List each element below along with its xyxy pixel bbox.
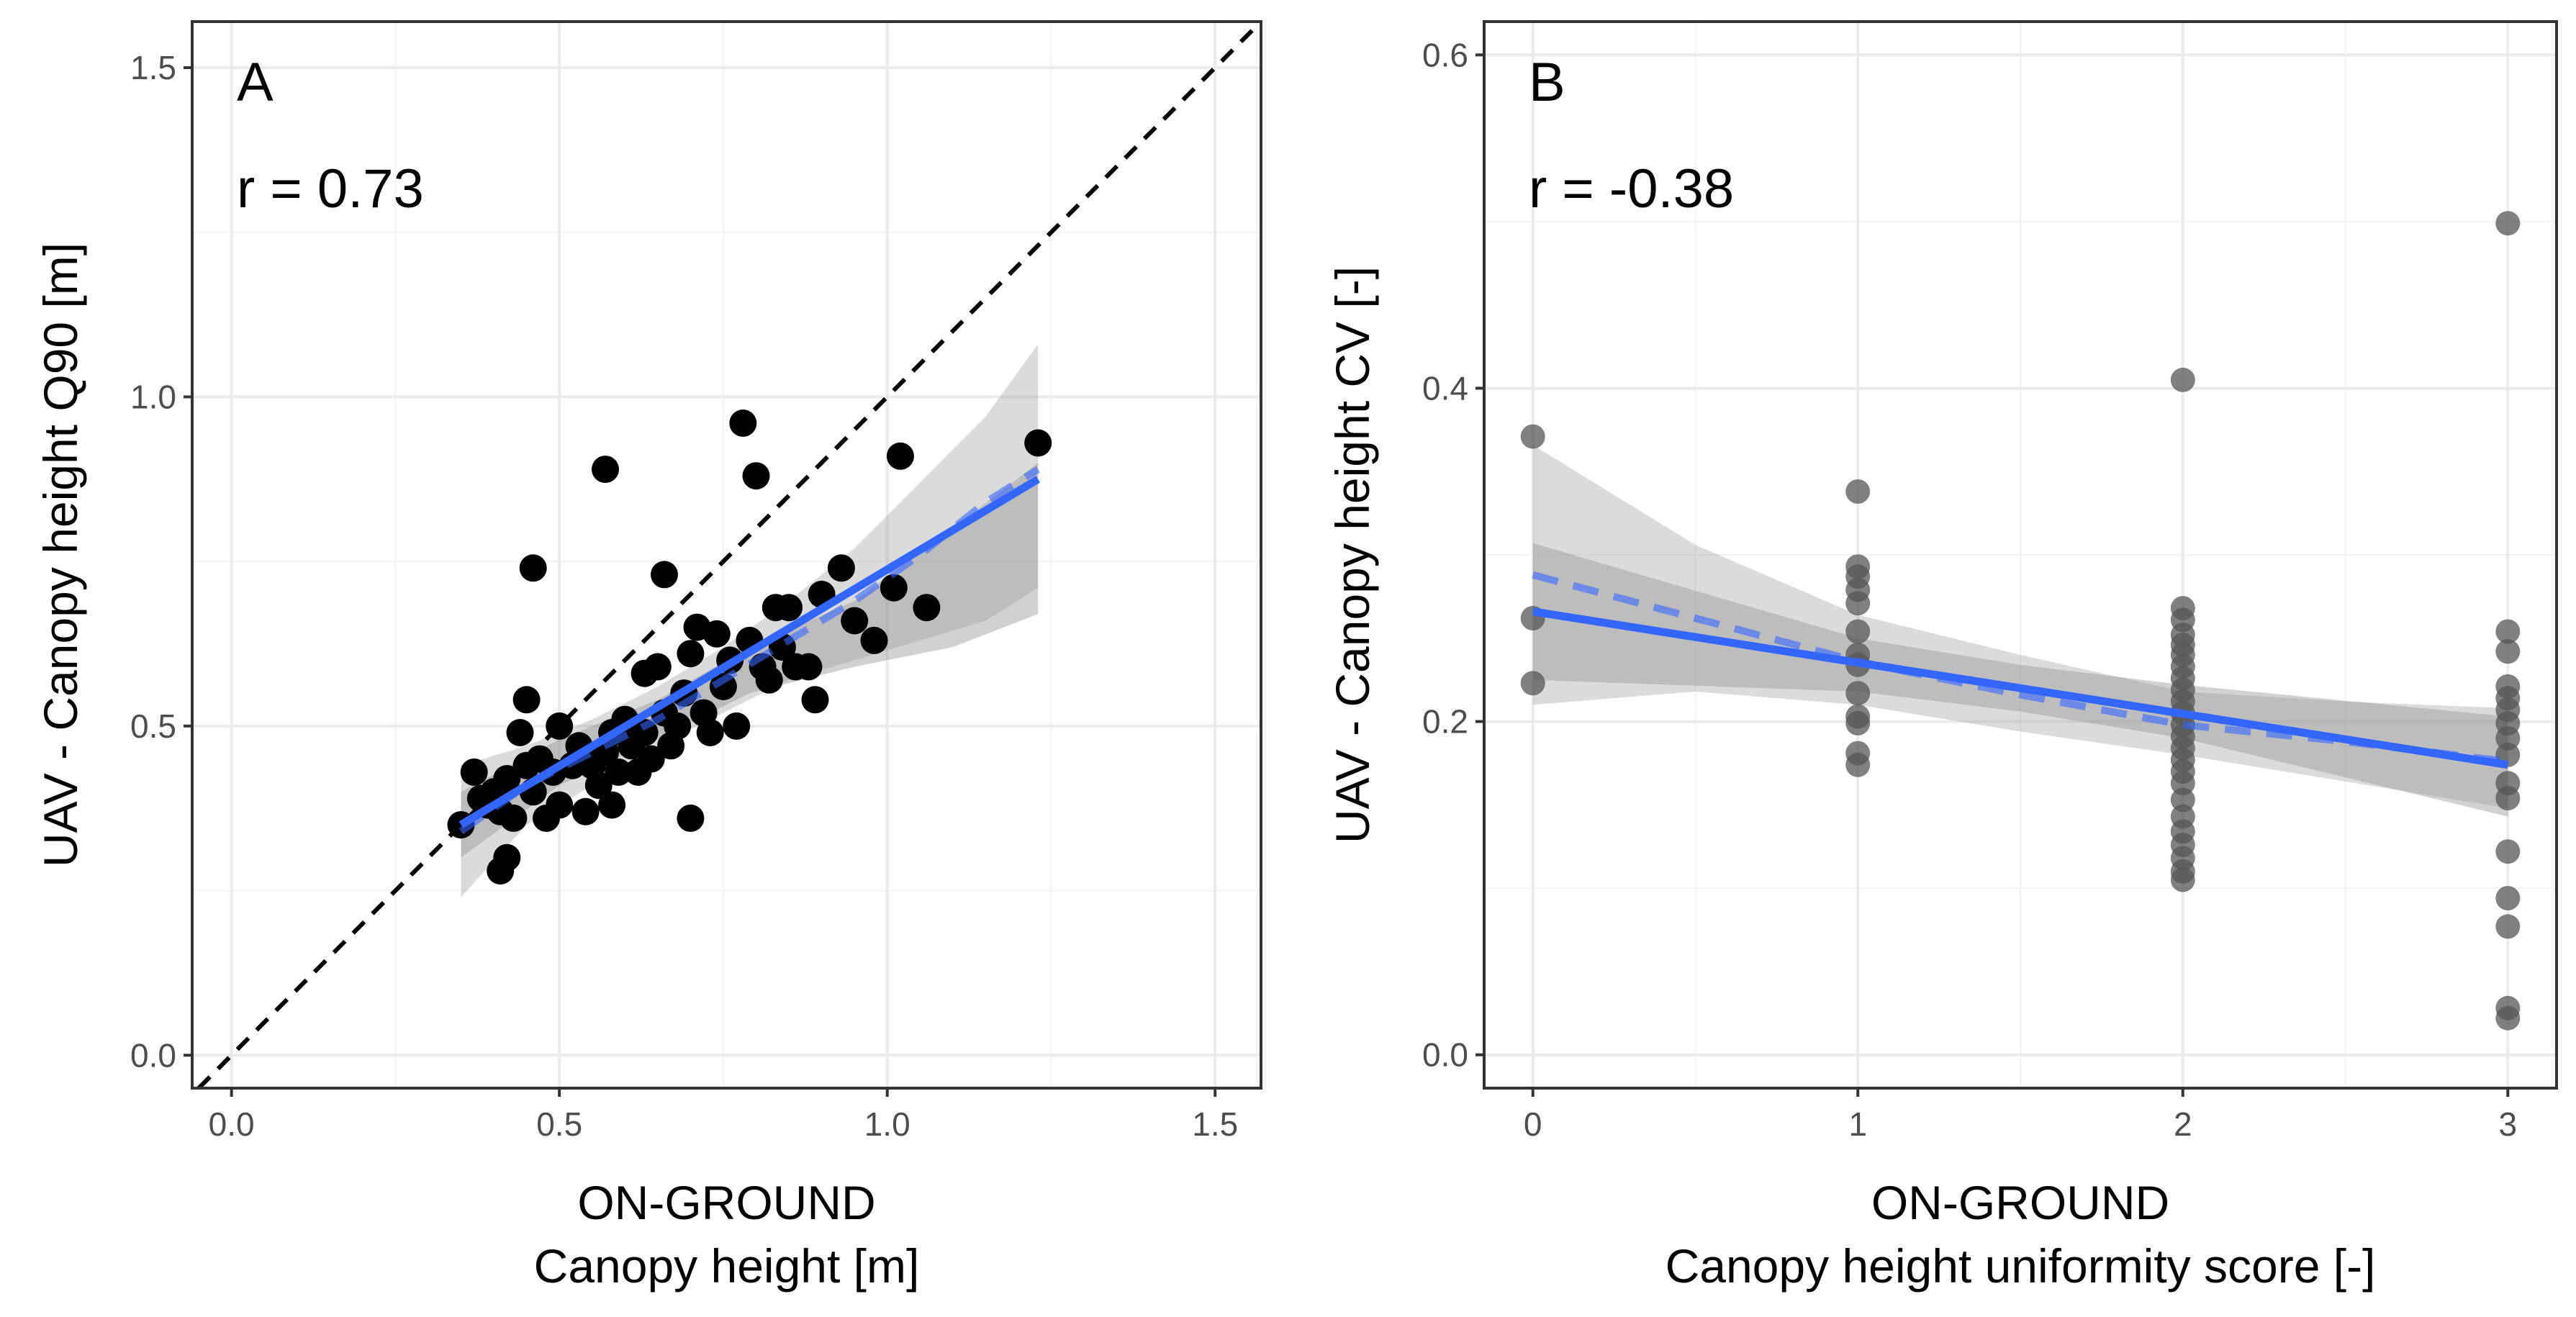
panel-b-y-tick-label: 0.2 <box>1422 703 1468 741</box>
panel-b-x-tick-label: 3 <box>2498 1105 2517 1143</box>
panel-a-data-point <box>571 797 600 825</box>
panel-b-data-point <box>1845 681 1871 706</box>
panel-a-data-point <box>1024 429 1052 457</box>
panel-a-data-point <box>795 653 823 681</box>
panel-b-data-point <box>2495 839 2521 864</box>
panel-b-data-point <box>2495 639 2521 664</box>
panel-a-data-point <box>742 462 770 490</box>
panel-a-x-axis-title-line2: Canopy height [m] <box>534 1239 920 1293</box>
panel-b-data-point <box>1845 619 1871 644</box>
panel-b-loess-line <box>1532 571 2508 766</box>
panel-b-ticks: 0 1 2 3 0.0 0.2 0.4 0.6 <box>1422 36 2517 1143</box>
panel-b-regression-line <box>1532 607 2509 769</box>
panel-a-ticks: 0.0 0.5 1.0 1.5 0.0 0.5 1.0 1.5 <box>130 49 1238 1143</box>
panel-a-data-point <box>664 712 692 740</box>
panel-a-data-point <box>841 607 869 635</box>
panel-a-x-axis-title-line1: ON-GROUND <box>577 1176 875 1229</box>
panel-a-data-point <box>584 771 613 800</box>
panel-b-data-point <box>2495 211 2521 236</box>
panel-a-data-point <box>729 409 757 437</box>
panel-a-y-tick-label: 1.0 <box>130 378 176 415</box>
panel-a-data-point <box>643 653 672 681</box>
panel-a-y-tick-label: 1.5 <box>130 49 176 86</box>
panel-a-regression-line <box>458 476 1041 828</box>
panel-b-label: B <box>1529 52 1565 113</box>
panel-a-identity-line <box>196 19 1263 1090</box>
panel-b-y-tick-label: 0.0 <box>1422 1036 1468 1074</box>
panel-a-data-point <box>592 456 619 484</box>
panel-b-points <box>1520 211 2521 1031</box>
panel-a-y-tick-label: 0.0 <box>130 1036 176 1074</box>
panel-b-y-tick-label: 0.4 <box>1422 369 1468 407</box>
panel-b-ribbons <box>1532 445 2508 817</box>
panel-b-data-point <box>1845 752 1871 777</box>
panel-a-plot-background <box>192 22 1261 1088</box>
panel-b-data-point <box>1845 710 1871 736</box>
panel-b-data-point <box>2495 1005 2521 1031</box>
panel-b-x-tick-label: 0 <box>1524 1105 1542 1143</box>
panel-a-loess-line <box>458 466 1040 835</box>
panel-b-x-axis-title-line1: ON-GROUND <box>1871 1176 2169 1229</box>
panel-a-grid <box>192 22 1261 1088</box>
panel-a-x-tick-label: 0.0 <box>209 1105 255 1143</box>
panel-a-x-tick-label: 0.5 <box>536 1105 582 1143</box>
panel-b-loess-confidence-band <box>1532 445 2508 808</box>
panel-a-data-point <box>860 626 888 654</box>
panel-b-data-point <box>2495 786 2521 811</box>
panel-a-label: A <box>237 52 274 113</box>
panel-a-correlation: r = 0.73 <box>237 158 424 220</box>
panel-b-data-point <box>2170 367 2195 392</box>
panel-b-data-point <box>2495 886 2521 910</box>
panel-a-data-point <box>755 666 783 694</box>
panel-a-data-point <box>801 686 829 714</box>
panel-a-data-point <box>546 791 574 819</box>
panel-b-frame <box>1483 20 2558 1090</box>
panel-b-data-point <box>2170 867 2195 892</box>
panel-a-lines <box>196 19 1263 1090</box>
panel-a-data-point <box>637 745 665 773</box>
panel-b-lm-confidence-band <box>1532 543 2508 817</box>
panel-a-data-point <box>500 804 528 832</box>
panel-a-data-point <box>677 640 705 668</box>
panel-a-data-point <box>827 554 855 582</box>
panel-a-data-point <box>723 712 751 740</box>
panel-a-data-point <box>651 561 678 589</box>
panel-b-x-tick-label: 2 <box>2174 1105 2192 1143</box>
panel-b-data-point <box>2495 914 2521 939</box>
panel-a-frame <box>191 20 1262 1090</box>
panel-b-y-tick-label: 0.6 <box>1422 36 1468 73</box>
panel-b: 0 1 2 3 0.0 0.2 0.4 0.6 B r = -0.38 ON-GROUND C… <box>1326 20 2558 1293</box>
panel-a-data-point <box>598 791 626 819</box>
panel-a-data-point <box>886 442 914 470</box>
panel-b-lines <box>1532 571 2509 769</box>
panel-a-data-point <box>512 686 541 714</box>
panel-a-data-point <box>506 719 534 746</box>
panel-b-data-point <box>1520 671 1545 696</box>
panel-b-data-point <box>1845 479 1871 504</box>
panel-b-data-point <box>2495 619 2521 644</box>
panel-a-data-point <box>460 758 488 786</box>
panel-b-data-point <box>1520 424 1545 449</box>
panel-a-data-point <box>913 594 941 622</box>
panel-a-x-tick-label: 1.5 <box>1192 1105 1238 1143</box>
panel-b-data-point <box>1845 591 1871 616</box>
panel-a-data-point <box>493 843 521 872</box>
panel-a-x-tick-label: 1.0 <box>864 1105 910 1143</box>
panel-b-correlation: r = -0.38 <box>1529 158 1734 220</box>
panel-a-data-point <box>775 594 803 622</box>
panel-b-x-tick-label: 1 <box>1848 1105 1867 1143</box>
panel-a-data-point <box>677 804 705 832</box>
panel-a-data-point <box>702 620 731 648</box>
panel-a-data-point <box>880 574 908 602</box>
panel-a-data-point <box>519 554 547 582</box>
panel-a-data-point <box>605 758 633 786</box>
panel-a: 0.0 0.5 1.0 1.5 0.0 0.5 1.0 1.5 A r = 0.73 ON-G… <box>34 19 1263 1293</box>
panel-a-y-axis-title: UAV - Canopy height Q90 [m] <box>34 243 87 867</box>
panel-a-y-tick-label: 0.5 <box>130 707 176 745</box>
panel-b-y-axis-title: UAV - Canopy height CV [-] <box>1326 266 1379 843</box>
panel-b-x-axis-title-line2: Canopy height uniformity score [-] <box>1666 1239 2376 1293</box>
panel-b-grid <box>1484 22 2557 1088</box>
panel-a-data-point <box>696 719 724 746</box>
